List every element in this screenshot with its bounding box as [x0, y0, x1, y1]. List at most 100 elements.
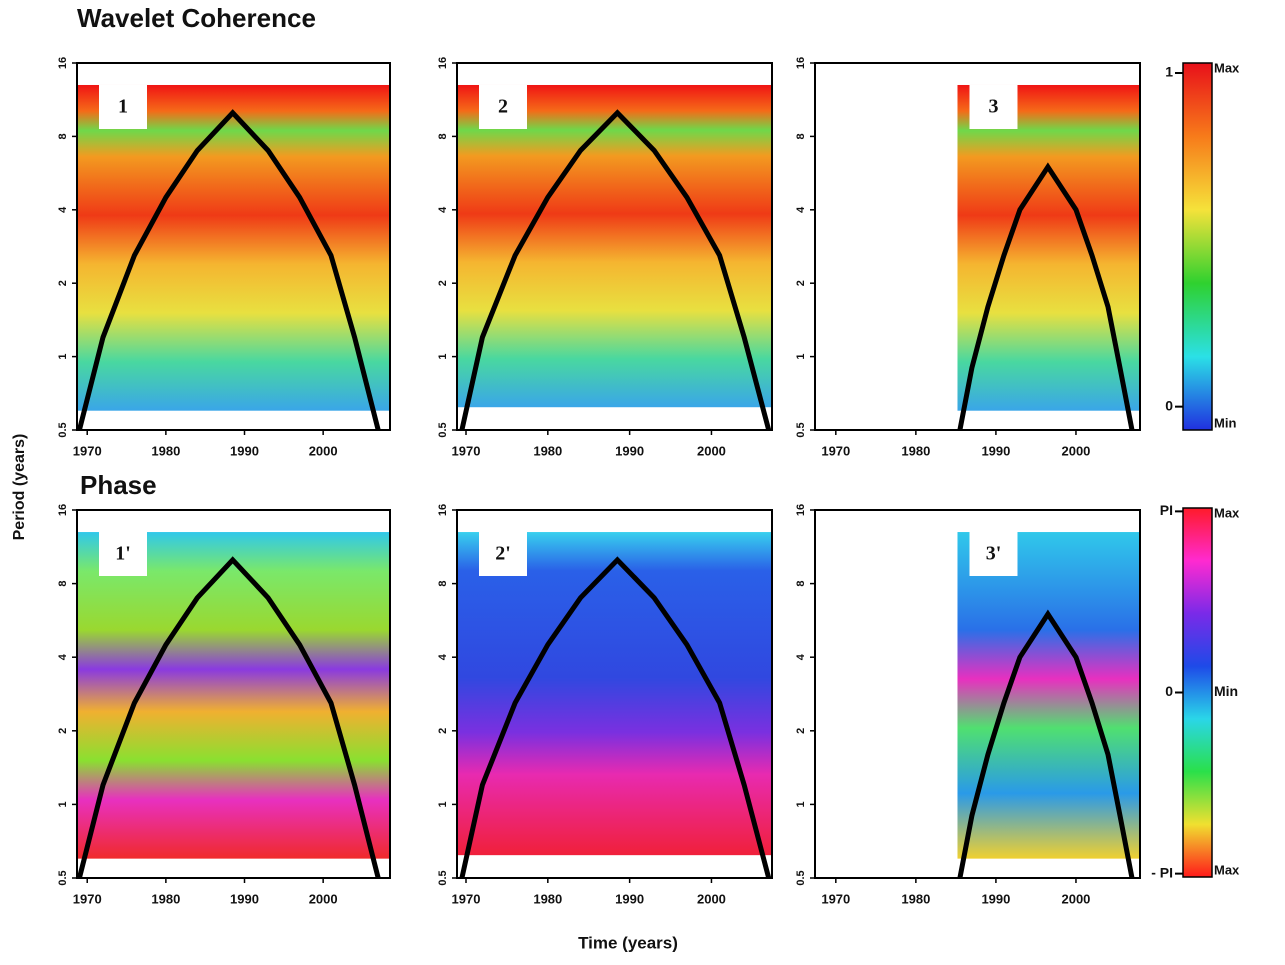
x-tick-label: 1990 [615, 443, 644, 458]
x-tick-label: 1980 [901, 891, 930, 906]
y-tick-label: 1 [57, 354, 69, 360]
x-tick-label: 2000 [309, 891, 338, 906]
y-tick-label: 16 [57, 57, 69, 69]
panel-label-box [479, 85, 527, 129]
colorbar [1182, 507, 1213, 878]
y-tick-label: 2 [437, 280, 449, 286]
x-tick-label: 1970 [73, 891, 102, 906]
wavelet-field [957, 84, 1140, 411]
y-tick-label: 1 [57, 801, 69, 807]
wavelet-field [457, 84, 772, 408]
plot-frame [456, 509, 773, 879]
x-tick-label: 1970 [821, 443, 850, 458]
wavelet-field [77, 532, 390, 859]
y-tick-label: 1 [795, 801, 807, 807]
cone-of-influence [76, 556, 381, 879]
y-tick-label: 0.5 [57, 422, 69, 437]
x-tick-label: 1990 [230, 443, 259, 458]
colorbar-tick-label: 1 [1165, 64, 1173, 80]
y-tick-label: 16 [437, 57, 449, 69]
x-tick-label: 1990 [981, 891, 1010, 906]
panel-label: 1' [115, 543, 131, 565]
wavelet-field [957, 532, 1140, 859]
colorbar-tick-label: PI [1160, 502, 1173, 518]
y-tick-label: 1 [437, 354, 449, 360]
y-tick-label: 2 [795, 728, 807, 734]
cone-of-influence [459, 109, 772, 431]
x-axis-label: Time (years) [578, 933, 678, 952]
y-tick-label: 0.5 [795, 870, 807, 885]
colorbar-max-label: Max [1214, 60, 1240, 75]
cone-of-influence [76, 109, 381, 431]
x-tick-label: 1990 [615, 891, 644, 906]
y-tick-label: 4 [795, 653, 807, 660]
colorbar-tick-label: - PI [1151, 864, 1173, 880]
y-tick-label: 0.5 [57, 870, 69, 885]
panel-label-box [99, 532, 147, 576]
colorbar-tick-label: 0 [1165, 683, 1173, 699]
panel-label-box [969, 85, 1018, 129]
colorbar-mid-label: Min [1214, 683, 1238, 699]
y-tick-label: 8 [437, 133, 449, 139]
y-tick-label: 8 [795, 133, 807, 139]
colorbar-min-label: Max [1214, 862, 1240, 877]
y-tick-label: 2 [57, 728, 69, 734]
x-tick-label: 2000 [1061, 443, 1090, 458]
x-tick-label: 1980 [533, 443, 562, 458]
figure-subtitle: Phase [80, 470, 157, 500]
x-tick-label: 2000 [309, 443, 338, 458]
y-tick-label: 1 [437, 801, 449, 807]
figure-title: Wavelet Coherence [77, 3, 316, 33]
x-tick-label: 1970 [73, 443, 102, 458]
x-tick-label: 1970 [452, 891, 481, 906]
colorbar [1182, 62, 1213, 431]
y-tick-label: 16 [57, 504, 69, 516]
y-tick-label: 8 [57, 133, 69, 139]
y-tick-label: 8 [57, 581, 69, 587]
cone-of-influence [957, 162, 1135, 431]
plot-frame [814, 62, 1141, 431]
plot-frame [76, 509, 391, 879]
x-tick-label: 2000 [1061, 891, 1090, 906]
panel-label: 2 [498, 96, 508, 118]
y-tick-label: 4 [437, 653, 449, 660]
x-tick-label: 1980 [901, 443, 930, 458]
x-tick-label: 1970 [821, 891, 850, 906]
x-tick-label: 2000 [697, 443, 726, 458]
y-tick-label: 4 [57, 206, 69, 213]
plot-frame [456, 62, 773, 431]
x-tick-label: 2000 [697, 891, 726, 906]
y-tick-label: 0.5 [437, 870, 449, 885]
y-tick-label: 0.5 [795, 422, 807, 437]
y-tick-label: 4 [795, 206, 807, 213]
y-tick-label: 16 [795, 57, 807, 69]
y-tick-label: 2 [437, 728, 449, 734]
y-tick-label: 8 [437, 581, 449, 587]
x-tick-label: 1990 [981, 443, 1010, 458]
y-tick-label: 8 [795, 581, 807, 587]
y-tick-label: 0.5 [437, 422, 449, 437]
plot-frame [76, 62, 391, 431]
y-tick-label: 1 [795, 354, 807, 360]
x-tick-label: 1990 [230, 891, 259, 906]
cone-of-influence [459, 556, 772, 879]
x-tick-label: 1980 [151, 443, 180, 458]
y-tick-label: 16 [437, 504, 449, 516]
wavelet-field [457, 532, 772, 856]
y-tick-label: 2 [57, 280, 69, 286]
panel-label-box [99, 85, 147, 129]
panel-label-box [969, 532, 1018, 576]
colorbar-tick-label: 0 [1165, 397, 1173, 413]
wavelet-field [77, 84, 390, 411]
panel-label-box [479, 532, 527, 576]
x-tick-label: 1980 [533, 891, 562, 906]
y-tick-label: 4 [437, 206, 449, 213]
colorbar-min-label: Min [1214, 415, 1236, 430]
plot-frame [814, 509, 1141, 879]
y-tick-label: 16 [795, 504, 807, 516]
colorbar-max-label: Max [1214, 505, 1240, 520]
x-tick-label: 1980 [151, 891, 180, 906]
panel-label: 2' [495, 543, 511, 565]
panel-label: 1 [118, 96, 128, 118]
